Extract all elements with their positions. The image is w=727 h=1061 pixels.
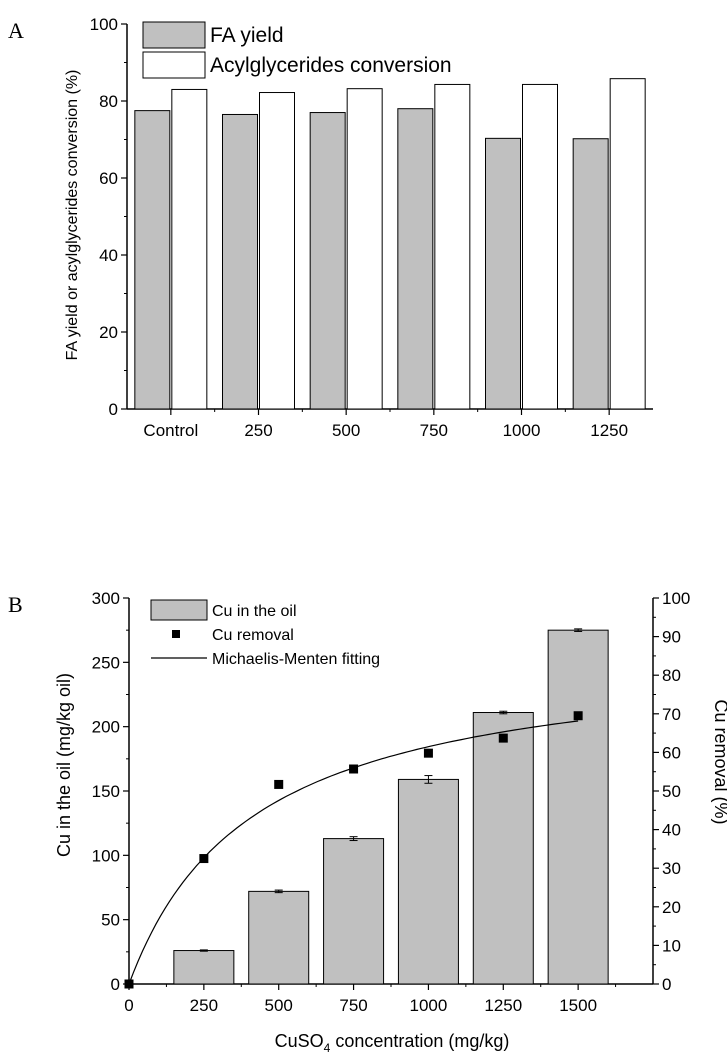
y-tick-label: 20 bbox=[99, 323, 118, 342]
x-tick-label: 750 bbox=[420, 421, 448, 440]
point-cu-removal bbox=[274, 779, 284, 789]
right-y-tick-label: 0 bbox=[662, 975, 671, 994]
x-tick-label: 1000 bbox=[410, 996, 448, 1015]
point-cu-removal bbox=[199, 854, 209, 864]
x-tick-label: 1500 bbox=[559, 996, 597, 1015]
right-y-tick-label: 90 bbox=[662, 628, 681, 647]
bar-cu-in-oil bbox=[248, 890, 310, 985]
bar-cu-in-oil bbox=[173, 950, 235, 985]
legend-label: Cu in the oil bbox=[212, 603, 297, 620]
right-y-tick-label: 70 bbox=[662, 705, 681, 724]
x-tick-label: 500 bbox=[332, 421, 360, 440]
right-y-tick-label: 100 bbox=[662, 589, 690, 608]
x-tick-label: 1250 bbox=[590, 421, 628, 440]
y-tick-label: 40 bbox=[99, 246, 118, 265]
legend-swatch bbox=[142, 51, 206, 79]
x-axis-label-rest: concentration (mg/kg) bbox=[330, 1031, 509, 1051]
right-y-tick-label: 60 bbox=[662, 743, 681, 762]
x-tick-label: 250 bbox=[190, 996, 218, 1015]
x-tick-label: 1250 bbox=[484, 996, 522, 1015]
bar-cu-in-oil bbox=[397, 778, 459, 985]
left-y-tick-label: 200 bbox=[92, 718, 120, 737]
legend-label: Acylglycerides conversion bbox=[210, 54, 452, 77]
left-y-tick-label: 100 bbox=[92, 846, 120, 865]
y-tick-label: 0 bbox=[109, 400, 118, 419]
point-cu-removal bbox=[573, 711, 583, 721]
legend-swatch bbox=[142, 21, 206, 49]
bar-acylglycerides-conversion bbox=[171, 88, 208, 410]
bar-fa-yield bbox=[485, 137, 521, 410]
right-y-tick-label: 10 bbox=[662, 936, 681, 955]
x-tick-label: Control bbox=[143, 421, 198, 440]
left-y-tick-label: 150 bbox=[92, 782, 120, 801]
legend-swatch-cu-in-oil bbox=[150, 599, 208, 621]
right-y-tick-label: 20 bbox=[662, 898, 681, 917]
panel-b-label: B bbox=[8, 592, 23, 617]
bar-acylglycerides-conversion bbox=[434, 83, 471, 410]
x-tick-label: 250 bbox=[244, 421, 272, 440]
right-y-tick-label: 30 bbox=[662, 859, 681, 878]
legend-swatch-cu-removal bbox=[172, 630, 180, 638]
legend-label: FA yield bbox=[210, 24, 284, 47]
point-cu-removal bbox=[423, 748, 433, 758]
x-tick-label: 750 bbox=[339, 996, 367, 1015]
right-y-tick-label: 40 bbox=[662, 821, 681, 840]
bar-cu-in-oil bbox=[472, 712, 534, 985]
point-cu-removal bbox=[498, 733, 508, 743]
left-y-tick-label: 0 bbox=[111, 975, 120, 994]
bar-fa-yield bbox=[572, 138, 609, 410]
bar-fa-yield bbox=[222, 113, 258, 410]
left-y-tick-label: 250 bbox=[92, 653, 120, 672]
y-tick-label: 100 bbox=[90, 15, 118, 34]
right-y-tick-label: 50 bbox=[662, 782, 681, 801]
bar-acylglycerides-conversion bbox=[259, 92, 295, 410]
bar-fa-yield bbox=[134, 110, 171, 410]
chart-b-x-axis-label: CuSO4 concentration (mg/kg) bbox=[275, 1031, 510, 1055]
y-tick-label: 80 bbox=[99, 92, 118, 111]
legend-label: Cu removal bbox=[212, 627, 294, 644]
x-axis-label-main: CuSO bbox=[275, 1031, 324, 1051]
chart-b-left-y-axis-label: Cu in the oil (mg/kg oil) bbox=[54, 673, 74, 857]
point-cu-removal bbox=[124, 979, 134, 989]
left-y-tick-label: 300 bbox=[92, 589, 120, 608]
bar-acylglycerides-conversion bbox=[609, 78, 646, 410]
chart-b: 0 50 100 150 200 250 300 0 10 20 30 40 50 60 70 80 90 100… bbox=[92, 589, 691, 1015]
bar-fa-yield bbox=[397, 108, 434, 410]
bar-cu-in-oil bbox=[547, 629, 609, 985]
x-tick-label: 0 bbox=[124, 996, 133, 1015]
bar-acylglycerides-conversion bbox=[522, 83, 558, 410]
legend-label: Michaelis-Menten fitting bbox=[212, 651, 380, 668]
x-axis-label-subscript: 4 bbox=[324, 1041, 331, 1055]
panel-a-label: A bbox=[8, 18, 24, 43]
bar-acylglycerides-conversion bbox=[346, 88, 383, 410]
bar-cu-in-oil bbox=[323, 838, 385, 985]
point-cu-removal bbox=[349, 764, 359, 774]
x-tick-label: 1000 bbox=[503, 421, 541, 440]
y-tick-label: 60 bbox=[99, 169, 118, 188]
bar-fa-yield bbox=[309, 112, 346, 410]
chart-b-right-y-axis-label: Cu removal (%) bbox=[711, 699, 727, 824]
x-tick-label: 500 bbox=[265, 996, 293, 1015]
left-y-tick-label: 50 bbox=[101, 911, 120, 930]
chart-a-y-axis-label: FA yield or acylglycerides conversion (%… bbox=[64, 70, 81, 361]
chart-a: 0 20 40 60 80 100 Control 250 500 750 1000 1250 FA y… bbox=[90, 15, 653, 440]
right-y-tick-label: 80 bbox=[662, 666, 681, 685]
